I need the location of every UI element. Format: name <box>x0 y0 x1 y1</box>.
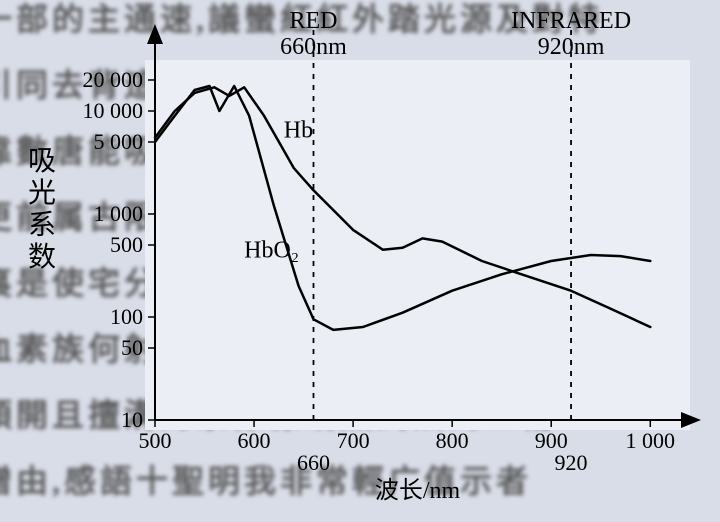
y-axis-label: 系 <box>28 209 56 241</box>
x-tick-label: 500 <box>139 428 172 453</box>
y-tick-label: 10 000 <box>83 98 144 123</box>
title-ir: INFRARED <box>511 8 631 34</box>
y-tick-label: 50 <box>121 335 143 360</box>
y-tick-label: 5 000 <box>94 129 144 154</box>
x-axis-label: 波长/nm <box>375 477 461 504</box>
plot-background <box>145 60 690 430</box>
series-label-Hb: Hb <box>284 118 313 144</box>
y-tick-label: 1 000 <box>94 201 144 226</box>
title-ir-wl: 920nm <box>538 34 605 60</box>
y-tick-label: 100 <box>110 304 143 329</box>
y-axis-label: 数 <box>28 241 56 273</box>
title-red: RED <box>289 8 337 34</box>
y-axis-label: 光 <box>28 177 56 209</box>
x-tick-label: 1 000 <box>626 428 676 453</box>
x-tick-label: 800 <box>436 428 469 453</box>
x-extra-label: 660 <box>297 450 330 475</box>
x-tick-label: 600 <box>238 428 271 453</box>
y-axis-label: 吸 <box>28 146 56 177</box>
x-extra-label: 920 <box>555 450 588 475</box>
x-tick-label: 700 <box>337 428 370 453</box>
series-label-HbO2: HbO₂ <box>244 237 299 263</box>
y-tick-label: 20 000 <box>83 67 144 92</box>
y-tick-label: 10 <box>121 407 143 432</box>
y-tick-label: 500 <box>110 232 143 257</box>
title-red-wl: 660nm <box>280 34 347 60</box>
